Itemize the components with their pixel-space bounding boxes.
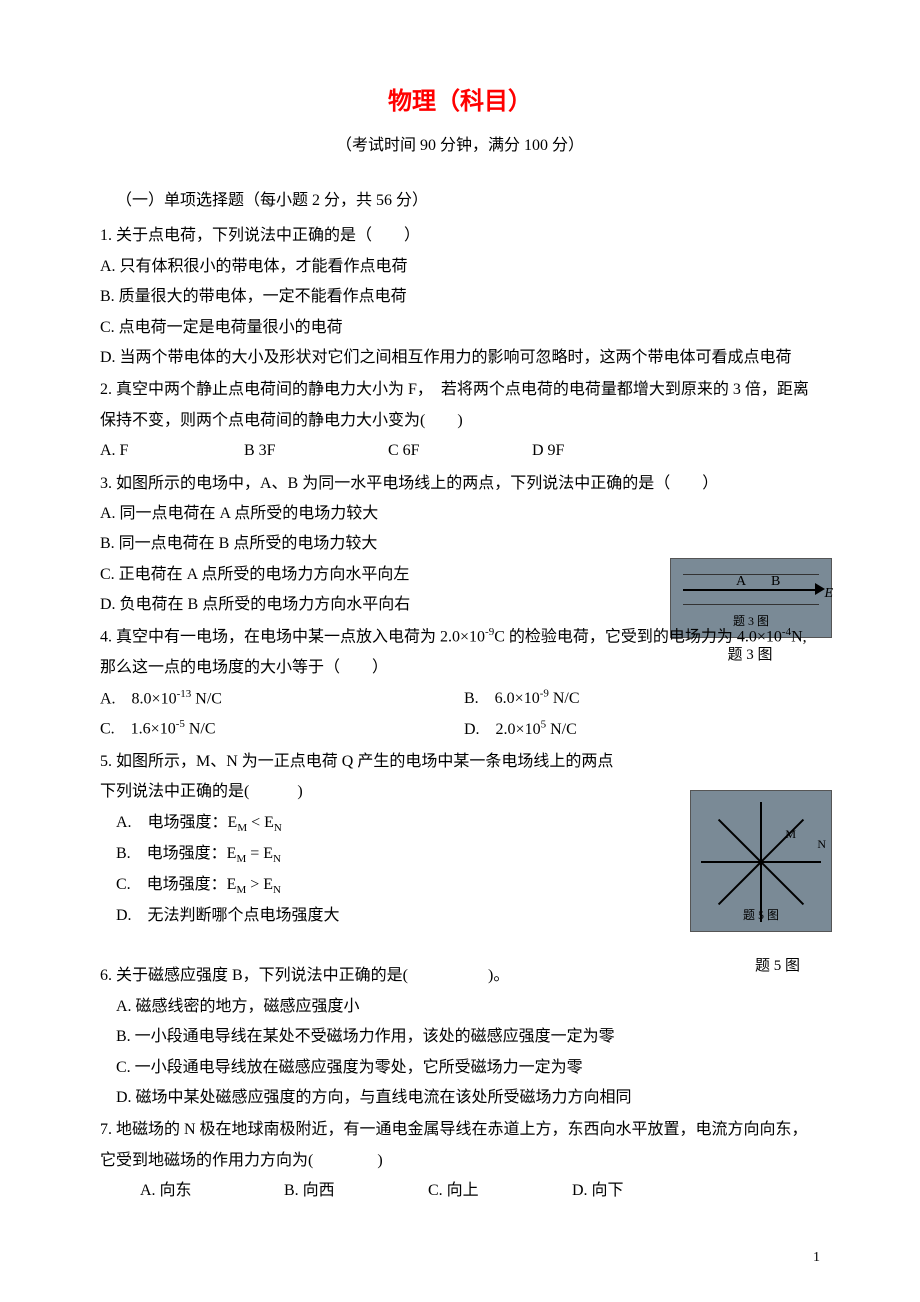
q2-option-D: D 9F [532, 436, 672, 466]
q2-option-B: B 3F [244, 436, 384, 466]
q4-B-sup: -9 [540, 688, 549, 700]
figure-5-label-N: N [817, 833, 826, 856]
figure-5-ray-4 [718, 861, 762, 905]
q2-stem: 2. 真空中两个静止点电荷间的静电力大小为 F， 若将两个点电荷的电荷量都增大到… [100, 375, 820, 436]
figure-5-ray-7 [760, 802, 762, 862]
q7-option-C: C. 向上 [420, 1176, 560, 1206]
q5-C-pre: C. 电场强度：E [100, 876, 236, 893]
q6-option-A: A. 磁感线密的地方，磁感应强度小 [100, 992, 820, 1022]
q4-stem: 4. 真空中有一电场，在电场中某一点放入电荷为 2.0×10-9C 的检验电荷，… [100, 622, 820, 683]
q2-option-C: C 6F [388, 436, 528, 466]
q5-C-sub2: N [273, 884, 281, 896]
q4-option-D: D. 2.0×105 N/C [464, 721, 577, 738]
q4-sup2: -4 [782, 626, 791, 638]
figure-3-main-line [683, 589, 819, 591]
figure-5-ray-5 [701, 861, 761, 863]
question-6: 6. 关于磁感应强度 B，下列说法中正确的是( )。 A. 磁感线密的地方，磁感… [100, 961, 820, 1113]
q4-row-2: C. 1.6×10-5 N/C D. 2.0×105 N/C [100, 714, 820, 745]
q5-B-pre: B. 电场强度：E [100, 845, 236, 862]
page-number: 1 [813, 1245, 820, 1272]
q6-option-D: D. 磁场中某处磁感应强度的方向，与直线电流在该处所受磁场力方向相同 [100, 1083, 820, 1113]
figure-5-label-M: M [785, 823, 796, 846]
q7-option-B: B. 向西 [276, 1176, 416, 1206]
q5-C-mid: > E [246, 876, 273, 893]
q4-row-1: A. 8.0×10-13 N/C B. 6.0×10-9 N/C [100, 684, 820, 715]
q5-B-mid: = E [246, 845, 273, 862]
q3-stem: 3. 如图所示的电场中，A、B 为同一水平电场线上的两点，下列说法中正确的是（ … [100, 469, 820, 499]
q4-stem-prefix: 4. 真空中有一电场，在电场中某一点放入电荷为 2.0×10 [100, 629, 485, 646]
q4-C-post: N/C [185, 721, 216, 738]
figure-5-box: M N 题 5 图 [690, 790, 832, 932]
q5-A-mid: < E [247, 814, 274, 831]
q6-option-B: B. 一小段通电导线在某处不受磁场力作用，该处的磁感应强度一定为零 [100, 1022, 820, 1052]
page-title: 物理（科目） [100, 80, 820, 126]
figure-5-ray-2 [760, 861, 804, 905]
q6-option-C: C. 一小段通电导线放在磁感应强度为零处，它所受磁场力一定为零 [100, 1053, 820, 1083]
q4-B-post: N/C [549, 690, 580, 707]
q4-A-pre: A. 8.0×10 [100, 690, 177, 707]
q4-D-pre: D. 2.0×10 [464, 721, 541, 738]
q4-C-sup: -5 [176, 718, 185, 730]
q4-A-sup: -13 [177, 688, 192, 700]
q4-D-post: N/C [546, 721, 577, 738]
q6-stem: 6. 关于磁感应强度 B，下列说法中正确的是( )。 [100, 961, 820, 991]
q4-B-pre: B. 6.0×10 [464, 690, 540, 707]
q4-sup1: -9 [485, 626, 494, 638]
q4-stem-mid: C 的检验电荷，它受到的电场力为 4.0×10 [494, 629, 782, 646]
q5-B-sub2: N [273, 853, 281, 865]
figure-5-inner-caption: 题 5 图 [691, 904, 831, 927]
q1-option-C: C. 点电荷一定是电荷量很小的电荷 [100, 313, 820, 343]
q1-option-B: B. 质量很大的带电体，一定不能看作点电荷 [100, 282, 820, 312]
q4-option-B: B. 6.0×10-9 N/C [464, 690, 580, 707]
q5-A-pre: A. 电场强度：E [100, 814, 237, 831]
q1-stem: 1. 关于点电荷，下列说法中正确的是（ ） [100, 221, 820, 251]
q7-stem: 7. 地磁场的 N 极在地球南极附近，有一通电金属导线在赤道上方，东西向水平放置… [100, 1115, 820, 1176]
q4-option-C: C. 1.6×10-5 N/C [100, 714, 460, 745]
q7-options: A. 向东 B. 向西 C. 向上 D. 向下 [100, 1176, 820, 1206]
subtitle: （考试时间 90 分钟，满分 100 分） [100, 131, 820, 161]
q2-options: A. F B 3F C 6F D 9F [100, 436, 820, 466]
q5-A-sub: M [237, 822, 247, 834]
question-4: 4. 真空中有一电场，在电场中某一点放入电荷为 2.0×10-9C 的检验电荷，… [100, 622, 820, 745]
q3-option-B: B. 同一点电荷在 B 点所受的电场力较大 [100, 529, 820, 559]
q3-option-A: A. 同一点电荷在 A 点所受的电场力较大 [100, 499, 820, 529]
q5-B-sub: M [236, 853, 246, 865]
q7-option-D: D. 向下 [564, 1176, 704, 1206]
figure-5-ray-8 [760, 819, 804, 863]
question-7: 7. 地磁场的 N 极在地球南极附近，有一通电金属导线在赤道上方，东西向水平放置… [100, 1115, 820, 1206]
q2-option-A: A. F [100, 436, 240, 466]
q5-A-sub2: N [274, 822, 282, 834]
question-1: 1. 关于点电荷，下列说法中正确的是（ ） A. 只有体积很小的带电体，才能看作… [100, 221, 820, 373]
q4-C-pre: C. 1.6×10 [100, 721, 176, 738]
q5-C-sub: M [236, 884, 246, 896]
figure-3-label-A: A [736, 569, 746, 596]
q4-A-post: N/C [191, 690, 222, 707]
figure-5-ray-6 [718, 819, 762, 863]
figure-3-line-bottom [683, 604, 819, 605]
q4-option-A: A. 8.0×10-13 N/C [100, 684, 460, 715]
figure-5: M N 题 5 图 题 5 图 [690, 790, 830, 981]
q7-option-A: A. 向东 [132, 1176, 272, 1206]
q1-option-D: D. 当两个带电体的大小及形状对它们之间相互作用力的影响可忽略时，这两个带电体可… [100, 343, 820, 373]
section-header: （一）单项选择题（每小题 2 分，共 56 分） [100, 186, 820, 216]
figure-5-ray-1 [761, 861, 821, 863]
question-2: 2. 真空中两个静止点电荷间的静电力大小为 F， 若将两个点电荷的电荷量都增大到… [100, 375, 820, 466]
q5-stem: 5. 如图所示，M、N 为一正点电荷 Q 产生的电场中某一条电场线上的两点 [100, 747, 640, 777]
exam-page: 物理（科目） （考试时间 90 分钟，满分 100 分） （一）单项选择题（每小… [0, 0, 920, 1302]
figure-3-line-top [683, 574, 819, 575]
figure-3-label-E: E [824, 581, 833, 608]
figure-3-label-B: B [771, 569, 780, 596]
q1-option-A: A. 只有体积很小的带电体，才能看作点电荷 [100, 252, 820, 282]
